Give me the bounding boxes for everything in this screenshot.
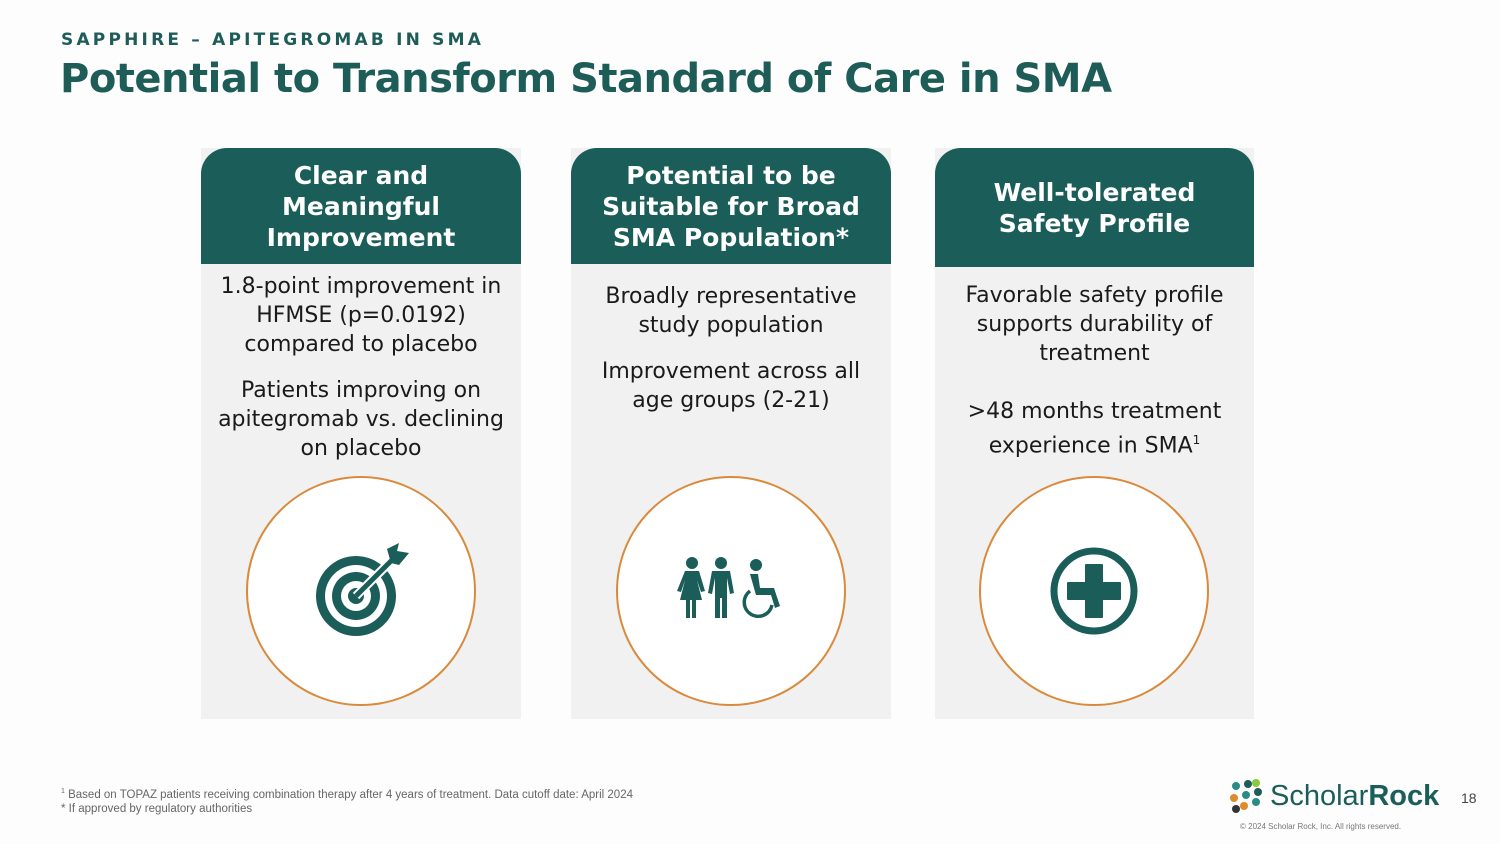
logo-mark-icon bbox=[1230, 779, 1262, 813]
card-safety: Well-tolerated Safety Profile Favorable … bbox=[935, 148, 1254, 719]
page-title: Potential to Transform Standard of Care … bbox=[60, 56, 1112, 102]
card-text-main: >48 months treatment experience in SMA bbox=[967, 399, 1222, 459]
card-broad-population: Potential to be Suitable for Broad SMA P… bbox=[571, 148, 891, 719]
card-text: Broadly representative study population bbox=[605, 284, 857, 338]
footnote-ref: 1 bbox=[1192, 433, 1201, 447]
card-title: Clear and Meaningful Improvement bbox=[201, 148, 521, 264]
page-number: 18 bbox=[1461, 790, 1477, 806]
brand-name-light: Scholar bbox=[1270, 779, 1369, 812]
target-icon bbox=[316, 543, 409, 636]
copyright: © 2024 Scholar Rock, Inc. All rights res… bbox=[1240, 822, 1402, 831]
footnotes: 1 Based on TOPAZ patients receiving comb… bbox=[61, 785, 633, 816]
card-improvement: Clear and Meaningful Improvement 1.8-poi… bbox=[201, 148, 521, 719]
card-title: Potential to be Suitable for Broad SMA P… bbox=[571, 148, 891, 264]
eyebrow: SAPPHIRE – APITEGROMAB IN SMA bbox=[61, 30, 485, 50]
card-text: Patients improving on apitegromab vs. de… bbox=[218, 378, 504, 461]
medical-cross-icon bbox=[1050, 547, 1138, 635]
brand-logo: ScholarRock bbox=[1228, 778, 1439, 814]
footnote-mark: 1 bbox=[61, 788, 65, 795]
card-text: >48 months treatment experience in SMA1 bbox=[945, 397, 1244, 460]
icon-circle bbox=[979, 476, 1209, 706]
card-text: 1.8-point improvement in HFMSE (p=0.0192… bbox=[220, 274, 502, 357]
card-text: Improvement across all age groups (2-21) bbox=[601, 359, 861, 413]
card-title: Well-tolerated Safety Profile bbox=[935, 148, 1254, 267]
brand-name: ScholarRock bbox=[1270, 780, 1439, 813]
icon-circle bbox=[616, 476, 846, 706]
icon-circle bbox=[246, 476, 476, 706]
people-accessibility-icon bbox=[677, 557, 780, 619]
card-text: Favorable safety profile supports durabi… bbox=[965, 283, 1224, 366]
footnote-2: * If approved by regulatory authorities bbox=[61, 802, 253, 815]
brand-name-bold: Rock bbox=[1368, 779, 1440, 812]
footnote-1: Based on TOPAZ patients receiving combin… bbox=[68, 788, 633, 801]
